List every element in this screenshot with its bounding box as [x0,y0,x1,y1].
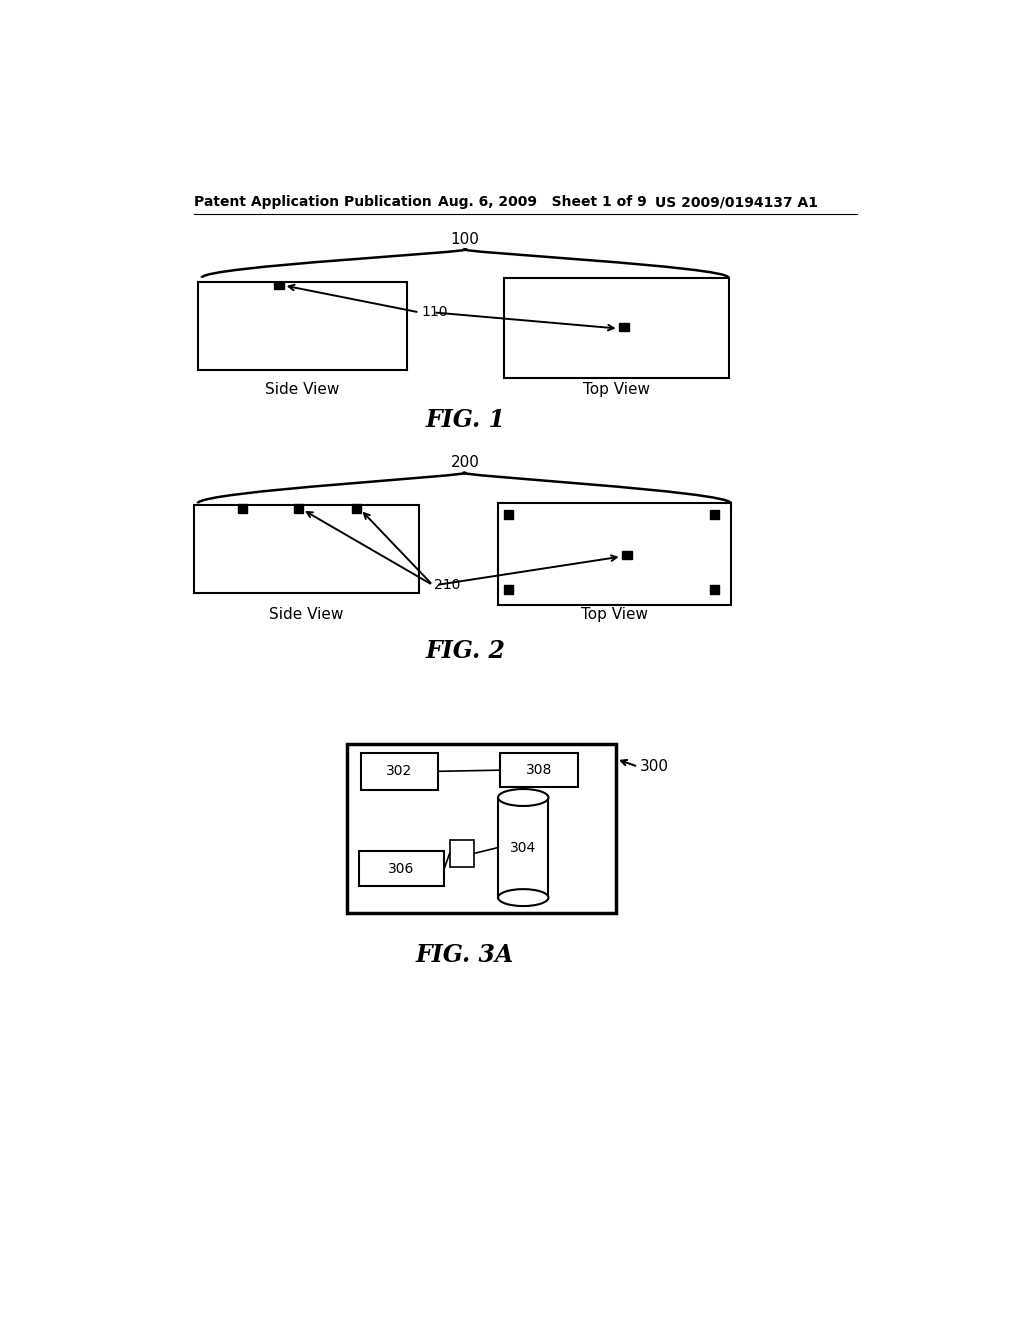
Text: 304: 304 [510,841,537,854]
Bar [359,851,444,886]
Bar [710,510,719,519]
Text: 110: 110 [421,305,447,319]
Bar [194,506,419,594]
Bar [198,281,407,370]
Bar [710,585,719,594]
Text: 306: 306 [388,862,415,875]
Text: Side View: Side View [269,607,343,622]
Bar [623,552,632,558]
Text: 200: 200 [451,455,479,470]
Text: FIG. 2: FIG. 2 [425,639,505,663]
Bar [347,743,616,913]
Bar [238,504,248,513]
Text: 210: 210 [434,578,461,591]
Bar [504,510,513,519]
Bar [352,504,361,513]
Bar [360,752,438,789]
Text: 100: 100 [451,232,479,247]
Text: FIG. 3A: FIG. 3A [416,944,514,968]
Bar [274,281,284,289]
Bar [498,797,549,898]
Text: FIG. 1: FIG. 1 [425,408,505,432]
Bar [450,840,474,867]
Bar [500,752,578,788]
Bar [504,277,729,378]
Text: Top View: Top View [583,381,650,397]
Text: 300: 300 [640,759,669,775]
Text: 302: 302 [386,764,413,779]
Text: Patent Application Publication: Patent Application Publication [194,195,432,210]
Bar [499,503,731,605]
Bar [504,585,513,594]
Ellipse shape [498,890,549,906]
Bar [294,504,303,513]
Bar [620,323,629,331]
Ellipse shape [498,789,549,807]
Text: Aug. 6, 2009   Sheet 1 of 9: Aug. 6, 2009 Sheet 1 of 9 [438,195,647,210]
Text: Top View: Top View [582,607,648,622]
Text: Side View: Side View [265,381,340,397]
Text: 308: 308 [525,763,552,777]
Text: US 2009/0194137 A1: US 2009/0194137 A1 [655,195,818,210]
